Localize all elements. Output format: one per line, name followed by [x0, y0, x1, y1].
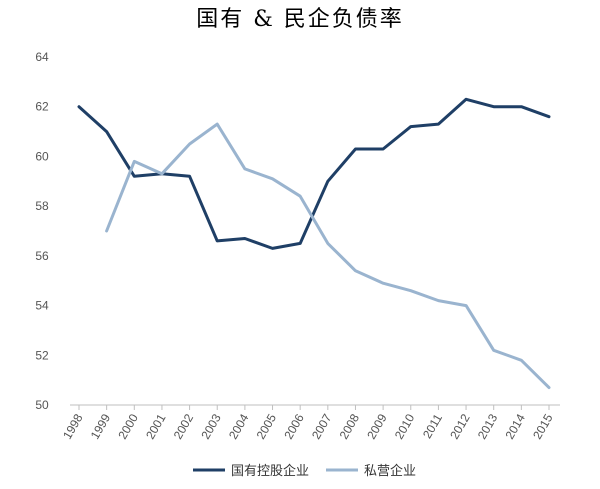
x-tick-label: 2001: [143, 411, 169, 441]
x-tick-label: 2012: [447, 411, 473, 441]
x-tick-label: 2007: [309, 411, 335, 441]
x-tick-label: 2008: [337, 411, 363, 441]
x-axis: 1998 1999 2000 2001 2002 2003 2004 2005 2006 2007…: [60, 405, 556, 442]
x-tick-label: 2002: [171, 411, 197, 441]
x-tick-label: 2009: [364, 411, 390, 441]
series-line-1: [77, 97, 551, 250]
y-tick-label: 54: [35, 299, 49, 313]
x-tick-label: 2005: [254, 411, 280, 441]
y-tick-label: 62: [35, 100, 49, 114]
legend-label: 国有控股企业: [231, 463, 309, 479]
y-tick-label: 52: [35, 348, 49, 362]
y-tick-label: 60: [35, 149, 49, 163]
x-tick-label: 2010: [392, 411, 418, 441]
y-tick-label: 56: [35, 249, 49, 263]
y-tick-label: 50: [35, 398, 49, 412]
y-tick-label: 58: [35, 199, 49, 213]
x-tick-label: 1999: [88, 411, 114, 441]
x-tick-label: 2000: [115, 411, 141, 441]
y-tick-label: 64: [35, 50, 49, 64]
x-tick-label: 2014: [502, 411, 528, 441]
chart-title: 国有 & 民企负债率: [196, 7, 404, 32]
y-axis: 50 52 54 56 58 60 62 64: [35, 50, 49, 412]
x-tick-label: 2006: [281, 411, 307, 441]
x-tick-label: 2013: [475, 411, 501, 441]
x-tick-label: 2011: [420, 411, 445, 441]
x-tick-label: 2003: [198, 411, 224, 441]
legend-label: 私营企业: [364, 463, 416, 479]
legend: 国有控股企业 私营企业: [193, 463, 416, 479]
series-line-2: [105, 122, 551, 390]
series-lines: [77, 97, 551, 390]
x-tick-label: 2004: [226, 411, 252, 441]
x-tick-label: 2015: [530, 411, 556, 441]
x-tick-label: 1998: [60, 411, 86, 441]
